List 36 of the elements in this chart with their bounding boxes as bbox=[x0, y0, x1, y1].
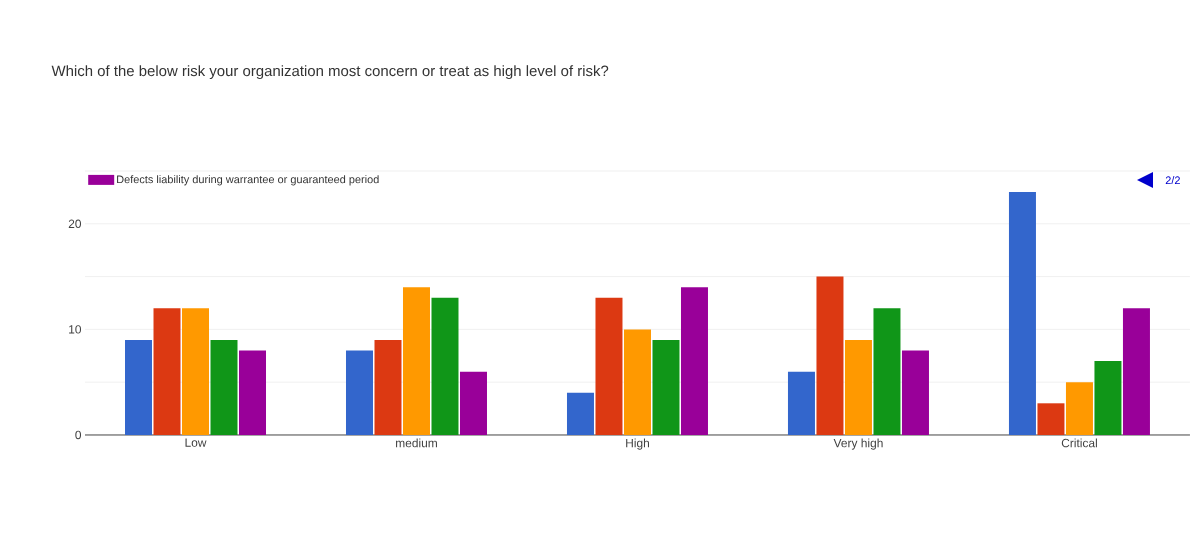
annotation: 2/2 bbox=[1165, 176, 1180, 185]
bar bbox=[1122, 308, 1150, 435]
bar bbox=[459, 371, 487, 435]
bar bbox=[1037, 403, 1065, 435]
x-tick-label: Low bbox=[185, 438, 207, 447]
x-tick-label: High bbox=[626, 438, 649, 450]
bar bbox=[680, 287, 708, 435]
y-tick-label: 20 bbox=[68, 219, 82, 229]
bar bbox=[210, 339, 238, 435]
bar bbox=[1008, 192, 1036, 435]
legend-label: Defects liability during warrantee or guaranteed period bbox=[117, 175, 379, 186]
bar bbox=[403, 287, 430, 435]
bar bbox=[652, 339, 680, 435]
y-tick-label: 0 bbox=[75, 430, 82, 440]
x-tick-label: Very high bbox=[833, 438, 883, 450]
chart-title: Which of the below risk your organization most concern or treat as high level of risk? bbox=[51, 65, 609, 80]
bar bbox=[239, 350, 266, 435]
bar bbox=[374, 339, 402, 435]
bar bbox=[816, 276, 844, 435]
bar bbox=[346, 350, 373, 435]
x-tick-label: Critical bbox=[1061, 438, 1097, 448]
bar bbox=[125, 339, 153, 435]
bar bbox=[566, 392, 594, 435]
bar bbox=[182, 308, 210, 435]
bar bbox=[1094, 361, 1122, 435]
bar bbox=[623, 329, 651, 435]
bar bbox=[787, 371, 815, 435]
bar bbox=[153, 308, 181, 435]
bar bbox=[901, 350, 929, 435]
bar bbox=[1065, 382, 1093, 435]
x-tick-label: medium bbox=[396, 438, 437, 448]
y-tick-label: 10 bbox=[69, 325, 82, 334]
bar bbox=[873, 308, 901, 435]
bar bbox=[431, 297, 459, 435]
bar bbox=[844, 339, 872, 435]
bar bbox=[595, 297, 623, 435]
